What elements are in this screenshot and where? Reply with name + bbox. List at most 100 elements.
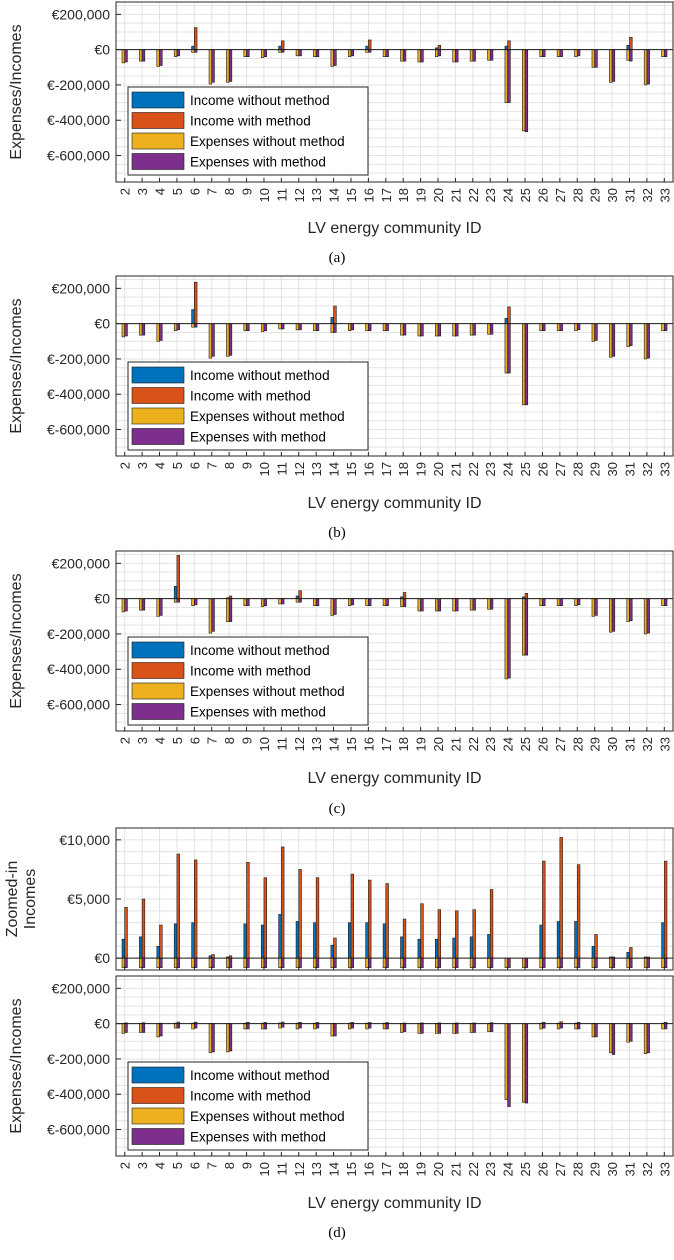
bar-4-10 [263,1023,267,1030]
x-tick-label: 10 [257,737,272,751]
bar-1-19 [417,938,421,959]
y-tick-label: €-600,000 [47,422,110,438]
bar-4-13 [315,1023,320,1029]
y-axis-label: Expenses/Incomes [8,573,25,708]
bar-1-16 [365,922,369,959]
x-tick-label: 9 [240,188,255,195]
bar-3-16 [365,323,369,332]
bar-3-28 [574,49,578,58]
x-tick-label: 31 [622,188,637,202]
x-tick-label: 20 [431,462,446,476]
legend-swatch-4 [131,428,185,445]
bar-1-11 [278,45,282,50]
bar-2-2 [124,906,128,959]
bar-2-13 [315,877,320,959]
legend-swatch-2 [131,112,185,129]
bar-3-10 [260,323,265,332]
bar-4-15 [350,323,354,331]
bar-1-26 [539,924,543,959]
bar-4-28 [576,49,581,57]
bar-2-5 [176,853,180,959]
x-tick-label: 20 [431,737,446,751]
legend-swatch-2 [131,387,185,404]
bar-1-5 [173,923,178,959]
bar-2-27 [559,837,563,959]
bar-3-32 [643,1023,648,1054]
legend-label-3: Expenses without method [190,134,345,149]
bar-1-6 [191,45,195,50]
bar-4-14 [333,49,337,66]
bar-4-4 [159,49,163,66]
x-tick-label: 8 [222,188,237,195]
bar-3-33 [661,323,665,332]
bar-4-14 [333,1023,337,1037]
bar-4-24 [507,1023,511,1107]
bar-3-10 [260,49,265,58]
bar-4-17 [385,323,389,332]
y-tick-label: €5,000 [67,891,110,907]
legend-label-3: Expenses without method [190,409,345,424]
x-tick-label: 31 [622,1162,637,1176]
bar-4-32 [646,323,650,359]
bar-4-31 [629,49,633,62]
x-tick-label: 3 [135,188,150,195]
legend-swatch-3 [131,682,185,700]
bar-4-26 [542,598,546,607]
bar-3-9 [243,1023,247,1030]
legend-swatch-3 [131,407,185,425]
bar-3-32 [643,323,648,360]
bar-4-16 [368,1023,372,1029]
bar-4-2 [124,598,128,612]
caption: (a) [329,250,346,266]
bar-4-21 [455,1023,459,1034]
bar-2-31 [629,36,633,50]
bar-2-31 [629,947,633,959]
bar-4-12 [298,598,302,603]
bar-3-20 [435,1023,439,1034]
bar-3-5 [173,323,178,332]
bar-2-16 [368,39,372,50]
x-tick-label: 3 [135,462,150,469]
bar-3-33 [661,1023,665,1030]
x-tick-label: 32 [640,188,655,202]
bar-4-25 [524,1023,529,1104]
x-tick-label: 19 [414,737,429,751]
x-tick-label: 2 [118,737,133,744]
bar-1-6 [191,922,195,959]
x-tick-label: 33 [657,188,672,202]
x-tick-label: 17 [379,188,394,202]
x-tick-label: 6 [187,188,202,195]
bar-2-18 [402,592,407,599]
bar-4-6 [194,323,198,328]
bar-4-27 [559,49,563,58]
bar-3-21 [452,49,456,63]
x-tick-label: 23 [483,737,498,751]
bar-3-26 [539,598,543,607]
bar-4-6 [194,598,198,606]
x-tick-label: 16 [361,188,376,202]
bar-3-9 [243,598,247,607]
legend-swatch-1 [131,1066,185,1084]
bar-3-26 [539,1023,543,1030]
bar-2-14 [333,937,337,959]
x-tick-label: 7 [205,188,220,195]
bar-2-29 [594,934,598,959]
x-tick-label: 5 [170,1162,185,1169]
x-tick-label: 16 [361,1162,376,1176]
bar-1-2 [121,938,126,959]
bar-3-8 [226,49,230,83]
bar-4-31 [629,323,633,347]
bar-4-12 [298,323,302,331]
x-tick-label: 11 [274,462,289,476]
x-tick-label: 24 [501,1162,516,1176]
bar-4-12 [298,1023,302,1029]
bar-1-33 [661,922,665,959]
bar-1-20 [435,938,439,959]
x-tick-label: 18 [396,737,411,751]
bar-1-29 [591,946,595,959]
bar-4-29 [594,49,598,68]
y-tick-label: €-400,000 [47,661,110,677]
bar-3-33 [661,598,665,607]
bar-3-32 [643,598,648,635]
